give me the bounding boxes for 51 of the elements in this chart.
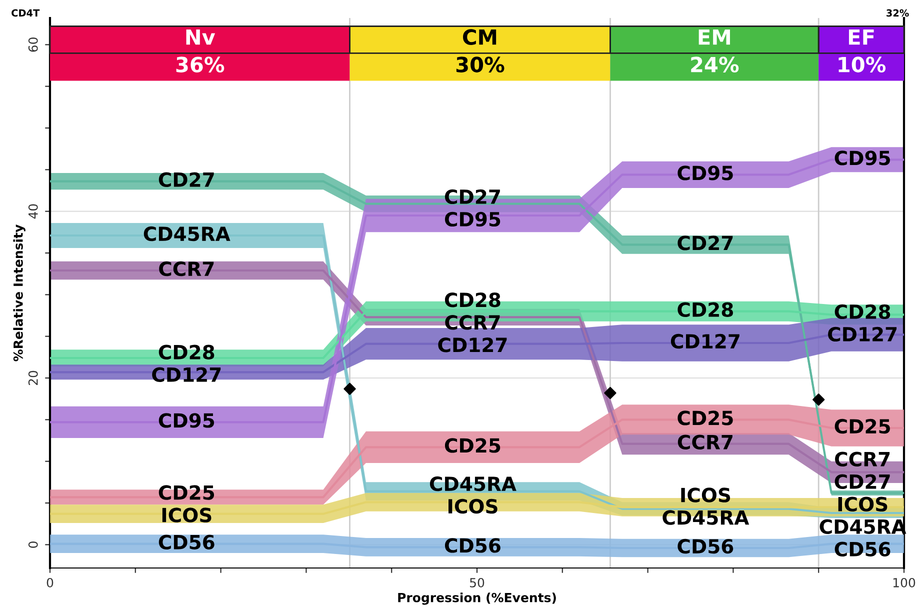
text: CD28 [678, 302, 733, 317]
annotation: 36% [176, 56, 224, 72]
text: CD127 [152, 367, 221, 382]
series-label: CD127 [828, 326, 897, 342]
y-tick-label: 40 [28, 204, 38, 219]
text: CD95 [444, 212, 500, 227]
text: ICOS [681, 488, 730, 502]
series-label: CD25 [444, 438, 500, 453]
text: CD25 [678, 410, 733, 426]
series-label: ICOS [162, 508, 212, 522]
text: CD45RA [662, 510, 750, 525]
y-tick-label: 0 [28, 542, 38, 548]
series-label: CD27 [444, 189, 500, 204]
text: ICOS [448, 498, 498, 514]
annotation: 30% [456, 56, 504, 72]
text: CD27 [678, 236, 733, 250]
text: CD25 [834, 418, 890, 434]
y-axis-title: %Relative Intensity [13, 224, 26, 362]
band-label: EM [698, 29, 730, 45]
series-label: CD95 [158, 413, 214, 428]
series-label: CD56 [444, 538, 500, 553]
x-tick-label: 50 [470, 578, 484, 588]
series-label: CCR7 [159, 261, 214, 276]
x-tick-label: 100 [893, 578, 916, 588]
annotation: 24% [691, 56, 739, 72]
text: CD28 [834, 304, 890, 320]
text: CD95 [834, 150, 890, 166]
x-axis-title: Progression (%Events) [398, 592, 556, 605]
text: CCR7 [835, 452, 890, 466]
text: CD28 [444, 292, 500, 308]
annotation: 10% [838, 56, 886, 72]
series-label: CD45RA [430, 476, 516, 492]
text: CD127 [438, 338, 507, 352]
chart-title: CD4T [12, 9, 40, 17]
text: CD56 [158, 534, 214, 550]
band-label: Nv [186, 29, 216, 45]
band-label: EF [848, 29, 874, 45]
text: CD45RA [144, 226, 230, 242]
text: CD25 [158, 485, 214, 500]
x-tick-label: 0 [46, 578, 54, 588]
text: CD56 [678, 538, 734, 554]
y-tick-label: 20 [28, 370, 38, 386]
text: CCR7 [678, 434, 732, 450]
text: ICOS [838, 496, 888, 512]
text: CD127 [670, 334, 740, 349]
text: 32% [886, 9, 909, 17]
band-label: CM [463, 29, 496, 45]
text: CD95 [678, 166, 733, 180]
text: CD27 [158, 172, 214, 187]
y-tick-label: 60 [28, 38, 38, 52]
text: CD56 [834, 542, 890, 556]
